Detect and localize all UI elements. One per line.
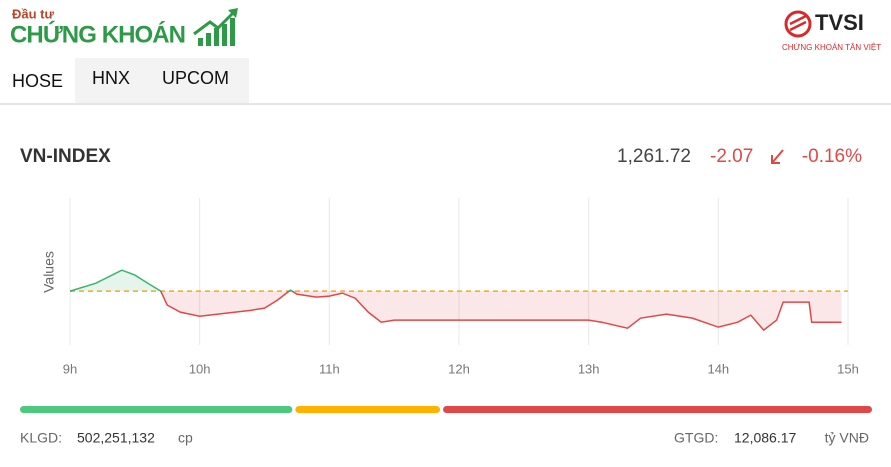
logo-main: CHỨNG KHOÁN — [10, 20, 186, 48]
volume: 502,251,132 — [77, 430, 155, 446]
area — [70, 270, 842, 331]
tab[interactable]: HOSE — [12, 71, 63, 91]
x-tick-label: 10h — [189, 361, 211, 376]
volume-unit: cp — [178, 430, 193, 446]
broker-icon — [784, 10, 812, 38]
tab[interactable]: HNX — [92, 68, 130, 88]
broker-tagline: CHỨNG KHOÁN TÂN VIỆT — [782, 43, 881, 52]
breadth-bar — [443, 406, 872, 413]
index-change-pct: -0.16% — [802, 146, 862, 167]
trade-value: 12,086.17 — [734, 430, 796, 446]
index-change: -2.07 — [710, 146, 753, 167]
broker-name: TVSI — [815, 10, 864, 35]
value-label: GTGD: — [674, 430, 718, 446]
x-tick-label: 13h — [578, 361, 600, 376]
tab[interactable]: UPCOM — [162, 68, 229, 88]
line — [69, 269, 842, 332]
index-value: 1,261.72 — [617, 146, 691, 167]
y-axis-label: Values — [41, 251, 57, 293]
x-tick-label: 9h — [63, 361, 77, 376]
down-arrow — [771, 149, 784, 164]
breadth-bar — [20, 406, 293, 413]
x-tick-label: 15h — [837, 361, 859, 376]
tab-active — [0, 58, 75, 104]
x-tick-label: 14h — [707, 361, 729, 376]
x-tick-label: 12h — [448, 361, 470, 376]
logo-small: Đầu tư — [12, 6, 55, 21]
breadth-bar — [295, 406, 441, 413]
index-name: VN-INDEX — [20, 146, 111, 167]
logo-icon — [193, 8, 238, 46]
x-tick-label: 11h — [319, 361, 340, 376]
volume-label: KLGD: — [20, 430, 62, 446]
value-unit: tỷ VNĐ — [825, 430, 869, 446]
